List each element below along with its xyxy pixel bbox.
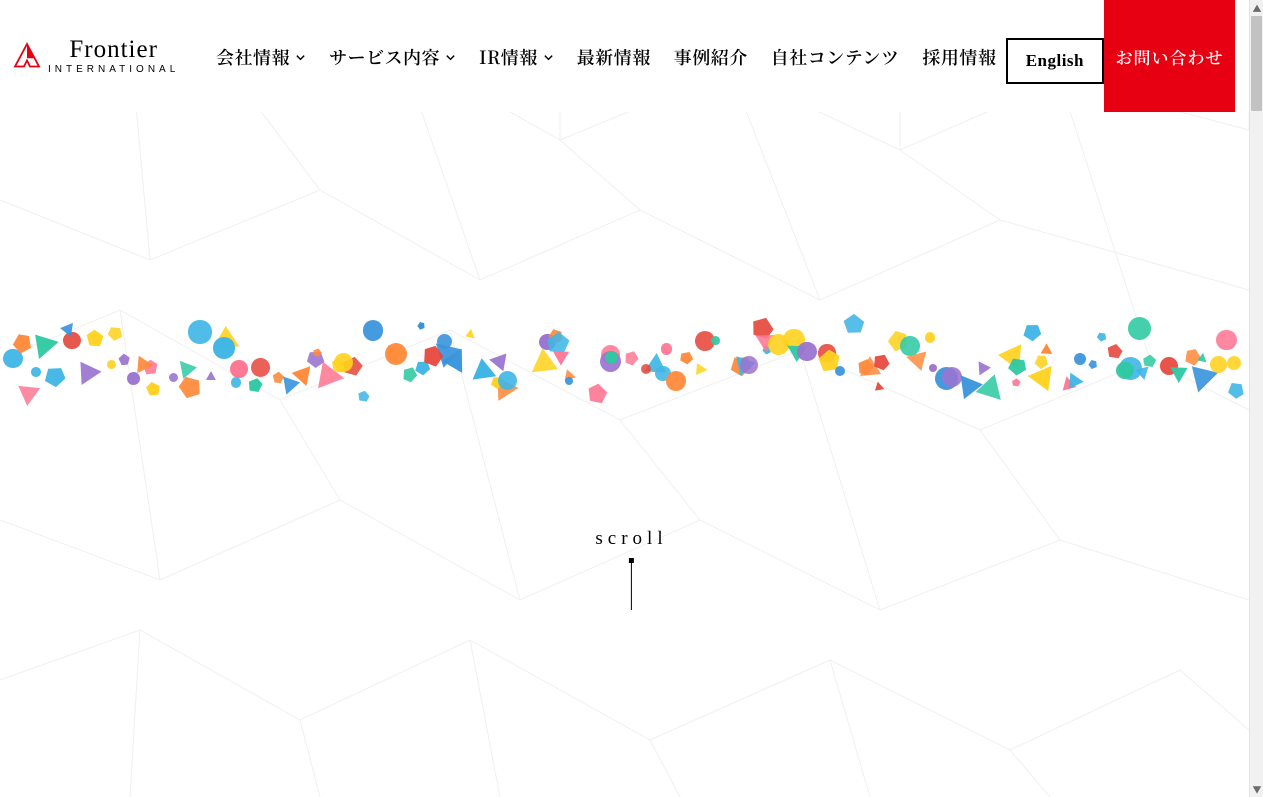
confetti-shape (1095, 330, 1109, 344)
nav-label: 事例紹介 (674, 44, 748, 70)
nav-news[interactable]: 最新情報 (577, 44, 651, 70)
contact-button[interactable]: お問い合わせ (1104, 0, 1235, 112)
confetti-shape (251, 358, 270, 377)
confetti-shape (740, 356, 758, 374)
scrollbar-up-button[interactable]: ▲ (1250, 0, 1263, 16)
scroll-indicator[interactable]: scroll (595, 528, 667, 610)
confetti-shape (488, 351, 507, 372)
confetti-shape (929, 364, 937, 372)
confetti-shape (925, 332, 936, 343)
confetti-shape (1011, 377, 1022, 388)
nav-label: IR情報 (479, 44, 538, 70)
english-label: English (1026, 51, 1084, 70)
confetti-shape (621, 348, 641, 368)
confetti-shape (565, 377, 573, 385)
scroll-line-icon (631, 562, 632, 610)
nav-cases[interactable]: 事例紹介 (674, 44, 748, 70)
confetti-shape (39, 363, 68, 392)
confetti-shape (169, 373, 178, 382)
scrollbar-track[interactable] (1250, 16, 1263, 781)
header: Frontier INTERNATIONAL 会社情報 サービス内容 IR情報 … (0, 0, 1249, 112)
confetti-shape (797, 342, 817, 362)
confetti-shape (230, 360, 248, 378)
logo[interactable]: Frontier INTERNATIONAL (12, 38, 179, 75)
confetti-shape (641, 364, 651, 374)
confetti-shape (1128, 317, 1151, 340)
confetti-shape (313, 348, 322, 357)
main-nav: 会社情報 サービス内容 IR情報 最新情報 事例紹介 自社コンテンツ 採用情報 (216, 44, 996, 70)
chevron-down-icon (295, 52, 306, 63)
confetti-shape (213, 337, 234, 358)
confetti-shape (188, 320, 211, 343)
confetti-shape (1006, 355, 1029, 378)
nav-label: 採用情報 (922, 44, 996, 70)
hero-confetti (0, 332, 1249, 388)
confetti-shape (666, 371, 686, 391)
nav-owned[interactable]: 自社コンテンツ (771, 44, 900, 70)
nav-label: 自社コンテンツ (771, 44, 900, 70)
english-button[interactable]: English (1006, 38, 1104, 84)
scroll-label: scroll (595, 528, 667, 550)
confetti-shape (385, 343, 407, 365)
scrollbar-down-button[interactable]: ▼ (1250, 781, 1263, 797)
confetti-shape (979, 360, 992, 375)
confetti-shape (711, 336, 720, 345)
nav-company[interactable]: 会社情報 (216, 44, 306, 70)
confetti-shape (1087, 359, 1099, 371)
nav-ir[interactable]: IR情報 (479, 44, 554, 70)
confetti-shape (605, 351, 618, 364)
confetti-shape (59, 321, 73, 337)
nav-label: サービス内容 (329, 44, 440, 70)
confetti-shape (678, 349, 694, 365)
confetti-shape (1116, 362, 1133, 379)
scrollbar-thumb[interactable] (1251, 16, 1262, 111)
scroll-dot-icon (629, 558, 634, 563)
confetti-shape (835, 366, 845, 376)
confetti-shape (696, 363, 708, 376)
logo-main-text: Frontier (69, 38, 158, 62)
confetti-shape (71, 355, 102, 385)
confetti-shape (107, 360, 116, 369)
confetti-shape (1142, 353, 1158, 369)
confetti-shape (661, 343, 673, 355)
nav-recruit[interactable]: 採用情報 (922, 44, 996, 70)
confetti-shape (363, 320, 384, 341)
confetti-shape (1227, 356, 1241, 370)
browser-scrollbar[interactable]: ▲ ▼ (1249, 0, 1263, 797)
nav-label: 会社情報 (216, 44, 290, 70)
confetti-shape (1074, 353, 1086, 365)
confetti-shape (1216, 330, 1237, 351)
confetti-shape (231, 377, 242, 388)
confetti-shape (206, 371, 216, 380)
confetti-shape (1103, 340, 1125, 362)
chevron-down-icon (445, 52, 456, 63)
confetti-shape (1210, 356, 1227, 373)
logo-mark-icon (12, 41, 42, 71)
contact-label: お問い合わせ (1116, 44, 1224, 69)
confetti-shape (442, 349, 462, 373)
nav-services[interactable]: サービス内容 (329, 44, 456, 70)
chevron-down-icon (543, 52, 554, 63)
nav-label: 最新情報 (577, 44, 651, 70)
logo-sub-text: INTERNATIONAL (48, 64, 179, 75)
confetti-shape (904, 347, 926, 371)
confetti-shape (127, 372, 140, 385)
